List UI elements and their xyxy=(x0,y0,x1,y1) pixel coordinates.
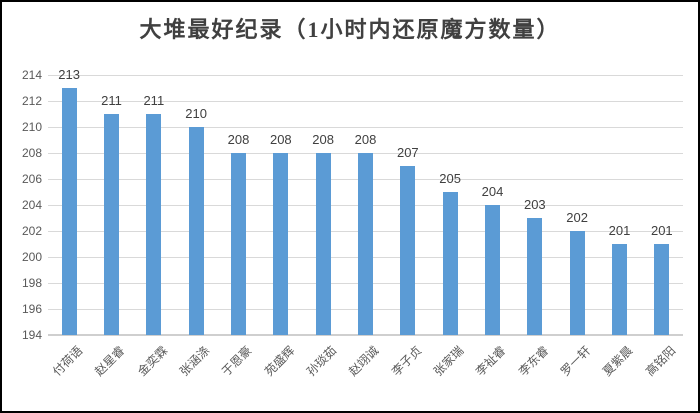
y-axis-tick-label: 196 xyxy=(21,302,42,316)
bar xyxy=(61,88,77,335)
x-axis-line xyxy=(48,334,683,336)
bar xyxy=(400,166,416,335)
category-label: 张家瑞 xyxy=(431,343,467,379)
y-axis-tick-label: 214 xyxy=(21,68,42,82)
bar xyxy=(315,153,331,335)
y-axis-tick-label: 194 xyxy=(21,328,42,342)
y-axis-tick-label: 204 xyxy=(21,198,42,212)
bar-value-label: 202 xyxy=(566,210,588,225)
chart-title: 大堆最好纪录（1小时内还原魔方数量） xyxy=(139,17,561,42)
category-label: 李子贞 xyxy=(388,343,425,379)
bar xyxy=(104,114,119,335)
bar-value-label: 207 xyxy=(396,145,419,160)
bar xyxy=(273,153,289,335)
bar xyxy=(188,127,204,335)
bar-value-label: 204 xyxy=(481,184,504,199)
bar xyxy=(612,244,627,335)
category-label: 付荷语 xyxy=(50,343,86,379)
category-label: 赵翊诚 xyxy=(346,343,382,379)
bar xyxy=(527,218,543,335)
y-axis-tick-label: 200 xyxy=(21,250,42,264)
bar xyxy=(569,231,585,335)
gridline xyxy=(48,127,683,128)
bar-value-label: 211 xyxy=(143,93,165,108)
category-label: 高铭阳 xyxy=(642,343,679,379)
bar-value-label: 205 xyxy=(439,171,461,186)
category-label: 孙琰茹 xyxy=(304,343,340,379)
bar xyxy=(485,205,500,335)
y-axis-tick-label: 210 xyxy=(21,120,42,134)
category-label: 罗一轩 xyxy=(558,343,594,379)
bar-value-label: 208 xyxy=(312,132,334,147)
category-label: 苑盛辉 xyxy=(261,343,298,379)
category-label: 李东睿 xyxy=(515,343,552,379)
category-label: 张涵涤 xyxy=(177,343,213,379)
gridline xyxy=(48,101,683,102)
category-label: 李祉睿 xyxy=(473,343,509,379)
bar-value-label: 201 xyxy=(608,223,631,238)
bar xyxy=(231,153,246,335)
bar xyxy=(358,153,373,335)
y-axis-tick-label: 208 xyxy=(21,146,42,160)
gridline xyxy=(48,75,683,76)
bar-value-label: 210 xyxy=(185,106,207,121)
bar-value-label: 203 xyxy=(523,197,546,212)
category-label: 金奕霖 xyxy=(134,343,171,379)
bar-value-label: 213 xyxy=(58,67,80,82)
bar-value-label: 201 xyxy=(650,223,673,238)
category-label: 夏紫晨 xyxy=(600,343,636,379)
bar-value-label: 208 xyxy=(354,132,377,147)
bar-value-label: 208 xyxy=(269,132,292,147)
bar xyxy=(654,244,670,335)
bar-value-label: 211 xyxy=(101,93,122,108)
bar-value-label: 208 xyxy=(227,132,250,147)
category-label: 赵星睿 xyxy=(92,343,128,379)
category-label: 于恩豪 xyxy=(219,343,255,379)
y-axis-tick-label: 206 xyxy=(21,172,42,186)
bar xyxy=(146,114,162,335)
y-axis-tick-label: 202 xyxy=(21,224,42,238)
y-axis-tick-label: 198 xyxy=(21,276,42,290)
y-axis-tick-label: 212 xyxy=(21,94,42,108)
bar xyxy=(442,192,458,335)
